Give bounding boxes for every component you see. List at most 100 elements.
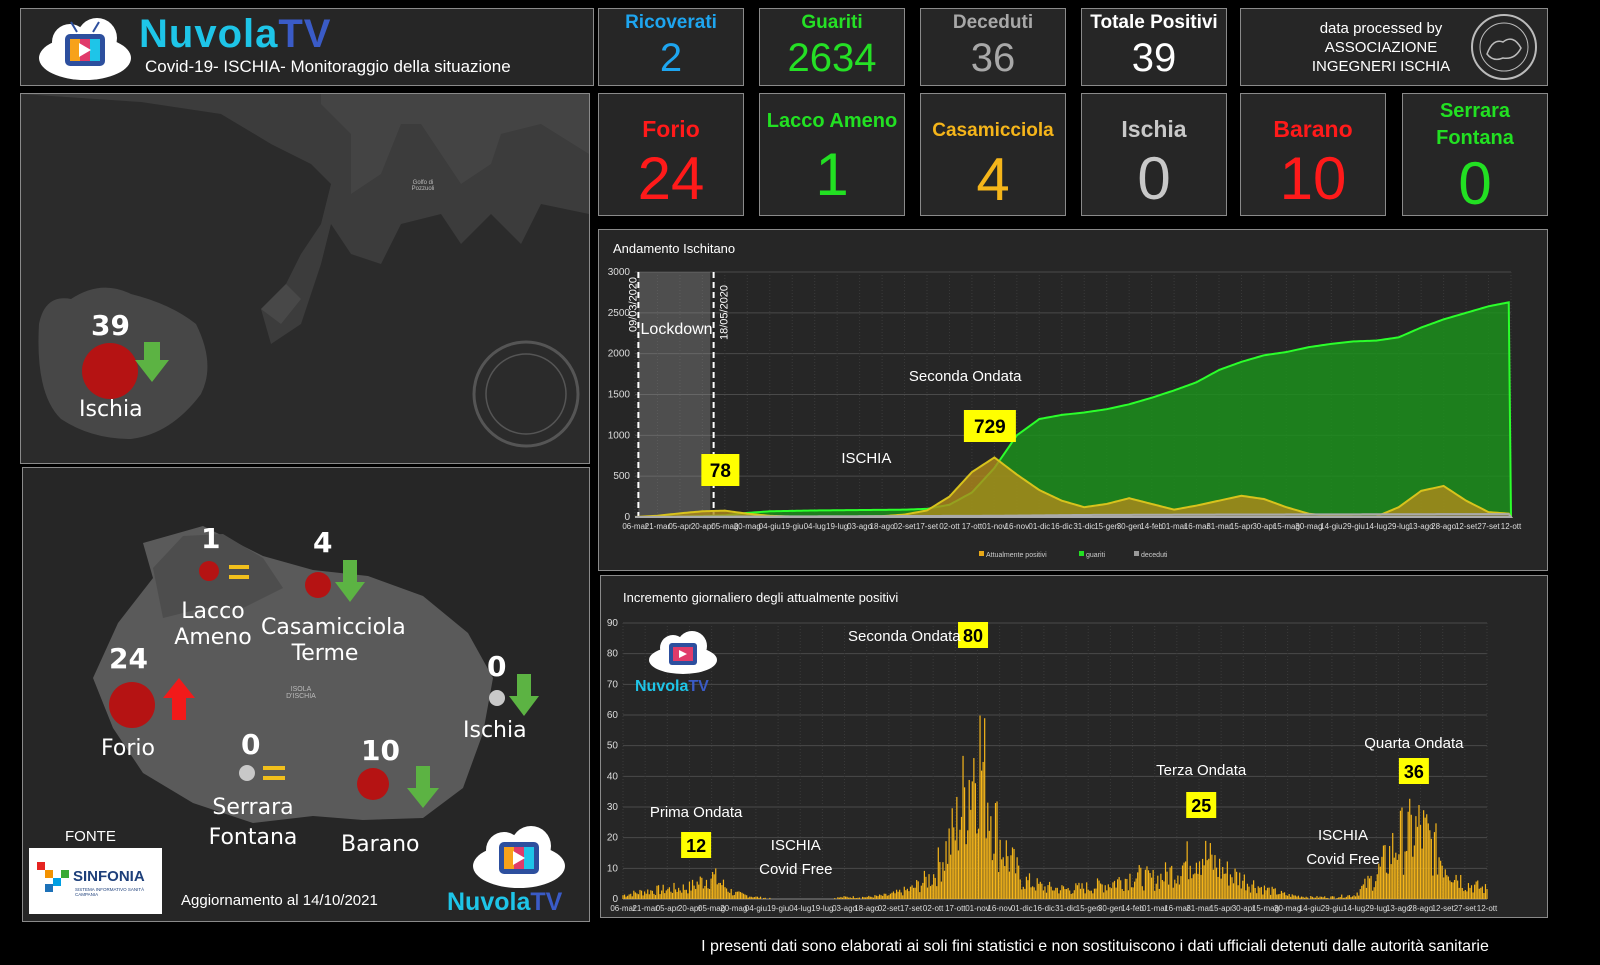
processed-by-text: data processed by ASSOCIAZIONE INGEGNERI… [1271,19,1491,76]
daily-bar [1079,888,1082,899]
daily-bar [991,860,994,899]
daily-bar [759,896,762,899]
daily-bar [1297,895,1300,899]
x-tick-label: 21-mar [632,904,658,913]
daily-bar [673,882,675,899]
stat-totale-positivi: Totale Positivi 39 [1081,8,1227,86]
x-tick-label: 19-lug [826,522,848,531]
daily-bar [1466,891,1468,899]
daily-bar [1342,897,1344,899]
daily-bar [967,830,969,899]
lockdown-label: Lockdown [641,321,713,338]
daily-bar [1021,889,1023,899]
y-tick-label: 70 [607,679,619,690]
y-tick-label: 2000 [608,349,631,360]
daily-bar [747,897,749,899]
serrara-dot [239,765,255,781]
daily-bar [733,894,735,899]
x-tick-label: 27-set [1454,904,1477,913]
sinfonia-sub: SISTEMA INFORMATIVO SANITÀ CAMPANIA [75,887,145,897]
sinfonia-logo: SINFONIA SISTEMA INFORMATIVO SANITÀ CAMP… [29,848,162,914]
daily-bar [1240,888,1242,899]
y-tick-label: 0 [624,512,630,523]
daily-bar [997,872,1000,899]
x-tick-label: 12-ott [1477,904,1498,913]
y-tick-label: 1500 [608,390,631,401]
stat-guariti: Guariti 2634 [759,8,905,86]
daily-bar [1433,832,1436,899]
daily-bar [1014,873,1017,899]
daily-bar [1458,887,1460,899]
daily-bar [1373,887,1375,899]
daily-bar [1402,874,1405,899]
daily-bar [1483,893,1485,899]
x-tick-label: 29-lug [1388,522,1410,531]
stat-deceduti: Deceduti 36 [920,8,1066,86]
x-tick-label: 01-mar [1142,904,1168,913]
daily-bar [1246,883,1249,899]
detail-map-panel: ISOLA D'ISCHIA 1 Lacco Ameno 4 Casamicci… [22,467,590,922]
daily-bar [1282,892,1284,899]
daily-bar [1001,859,1003,899]
daily-bar [883,893,885,899]
daily-bar [1367,875,1369,899]
x-tick-label: 16-dic [1051,522,1073,531]
overview-total-number: 39 [91,309,130,342]
daily-bar [1469,887,1471,899]
daily-bar [1435,823,1437,899]
daily-bar [1311,896,1313,899]
forio-label: Forio [101,736,155,761]
daily-bar [1081,883,1083,899]
daily-bar [644,891,646,899]
lacco-dot [199,561,219,581]
x-tick-label: 04-giu [745,904,767,913]
daily-bar [679,890,681,899]
daily-bar [1321,896,1323,899]
daily-bar [996,801,998,899]
daily-bar [1123,891,1125,899]
daily-bar [716,884,718,899]
daily-bar [1461,887,1463,899]
daily-bar [951,808,953,899]
daily-bar [1152,869,1154,899]
x-tick-label: 14-giu [1299,904,1321,913]
x-tick-label: 05-apr [656,904,679,913]
daily-bar [1138,865,1140,899]
daily-bar [1313,897,1315,899]
x-tick-label: 21-mar [645,522,671,531]
disclaimer-footer: I presenti dati sono elaborati ai soli f… [701,938,1489,955]
daily-bar [713,874,715,899]
daily-bar [1140,867,1142,899]
daily-bar [648,894,650,899]
barano-number: 10 [361,734,400,767]
daily-bar [1266,887,1269,899]
daily-bar [1011,847,1014,899]
y-tick-label: 50 [607,741,619,752]
daily-bar [1467,883,1470,899]
prima-ondata-label: Prima Ondata [650,804,743,821]
daily-bar [750,896,752,899]
brand-part2: TV [278,12,332,56]
daily-bar [742,893,745,899]
stat-value: 2 [659,36,683,80]
daily-bar [1188,879,1190,899]
daily-bar [886,895,888,899]
daily-bar [846,896,848,899]
mun-label: Lacco Ameno [766,110,898,132]
daily-bar [1183,862,1185,899]
y-tick-label: 1000 [608,430,631,441]
daily-bar [642,895,644,899]
serrara-number: 0 [241,728,261,761]
x-tick-label: 15-mag [1252,904,1279,913]
daily-bar [1393,857,1395,899]
daily-bar [946,863,949,899]
arrow-up-icon [163,678,195,720]
x-tick-label: 30-mag [1274,904,1301,913]
x-tick-label: 12-set [1455,522,1478,531]
daily-bar [855,898,857,899]
daily-bar [1249,892,1252,899]
daily-bar [1253,880,1255,899]
daily-bar [1175,883,1177,899]
lacco-number: 1 [201,522,221,555]
legend-label: deceduti [1141,552,1168,559]
